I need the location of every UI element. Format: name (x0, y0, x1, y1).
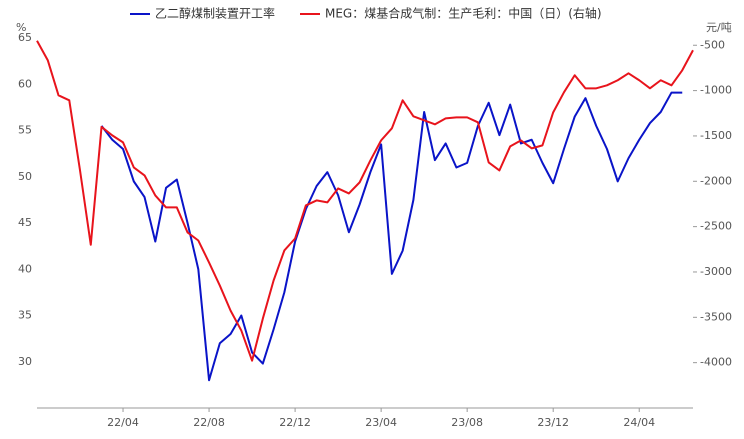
series-line (36, 40, 694, 362)
y2-tick-label: -4000 (700, 356, 732, 369)
y-tick-label: 65 (18, 31, 32, 44)
legend: 乙二醇煤制装置开工率 MEG：煤基合成气制：生产毛利：中国（日）(右轴) (130, 6, 602, 21)
x-tick-label: 22/12 (279, 416, 311, 429)
y2-tick-label: -1000 (700, 84, 732, 97)
y-tick-label: 55 (18, 124, 32, 137)
y2-tick-label: -1500 (700, 129, 732, 142)
y-tick-label: 30 (18, 355, 32, 368)
y-tick-label: 45 (18, 216, 32, 229)
y2-tick-label: -500 (700, 38, 725, 51)
y-axis-unit: % (16, 21, 26, 34)
y-tick-label: 50 (18, 170, 32, 183)
series-line (100, 91, 683, 382)
y2-tick-label: -3500 (700, 310, 732, 323)
x-tick-label: 24/04 (623, 416, 655, 429)
y2-axis-unit: 元/吨 (706, 21, 732, 34)
y2-tick-label: -3000 (700, 265, 732, 278)
x-tick-label: 22/08 (193, 416, 225, 429)
y2-tick-label: -2500 (700, 220, 732, 233)
x-tick-label: 23/08 (451, 416, 483, 429)
x-tick-label: 23/04 (365, 416, 397, 429)
y2-tick-label: -2000 (700, 174, 732, 187)
legend-label: MEG：煤基合成气制：生产毛利：中国（日）(右轴) (325, 6, 602, 21)
x-tick-label: 23/12 (537, 416, 569, 429)
x-tick-label: 22/04 (107, 416, 139, 429)
y-tick-label: 35 (18, 309, 32, 322)
legend-label: 乙二醇煤制装置开工率 (155, 6, 275, 21)
y-tick-label: 40 (18, 262, 32, 275)
y-tick-label: 60 (18, 77, 32, 90)
